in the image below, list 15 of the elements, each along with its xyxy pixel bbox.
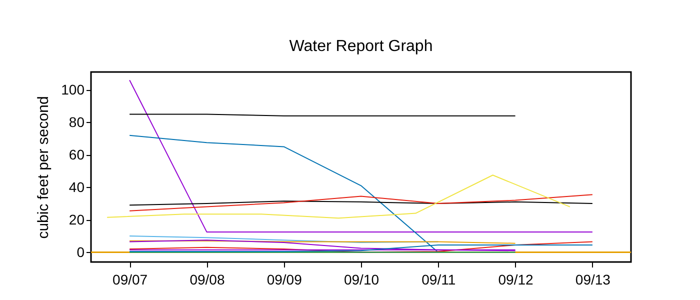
y-tick-label: 60	[68, 146, 85, 162]
x-tick-label: 09/12	[498, 272, 534, 288]
x-tick-label: 09/13	[575, 272, 611, 288]
y-tick-label: 100	[61, 81, 85, 98]
y-tick-label: 0	[76, 244, 85, 260]
y-tick-label: 40	[68, 178, 85, 195]
x-tick-label: 09/11	[422, 272, 456, 288]
y-tick-label: 20	[68, 211, 85, 228]
chart-title: Water Report Graph	[289, 38, 433, 55]
x-tick-label: 09/10	[344, 272, 380, 288]
x-tick-label: 09/08	[190, 272, 225, 288]
y-axis-title: cubic feet per second	[35, 96, 52, 239]
x-tick-label: 09/09	[266, 272, 302, 288]
x-tick-label: 09/07	[112, 272, 148, 288]
y-tick-label: 80	[68, 114, 85, 130]
